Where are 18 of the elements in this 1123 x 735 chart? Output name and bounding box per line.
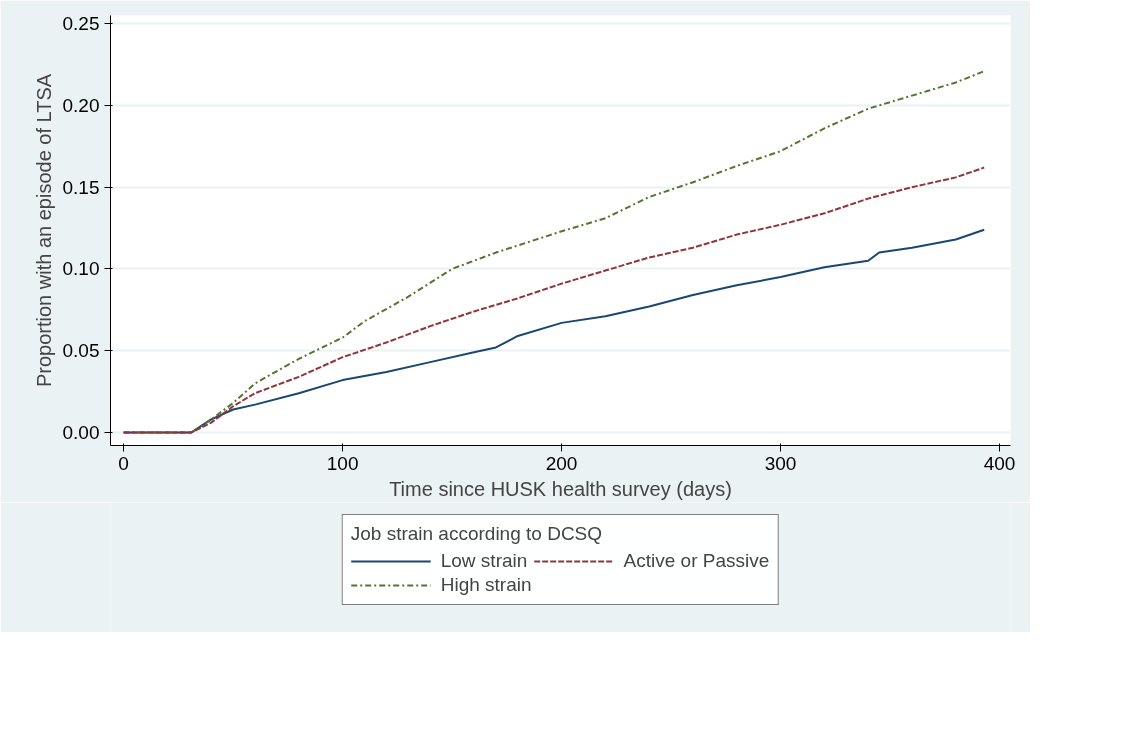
x-tick-label: 100 bbox=[326, 452, 359, 474]
y-tick-label: 0.15 bbox=[62, 176, 100, 198]
line-series bbox=[122, 166, 986, 434]
y-tick-label: 0.05 bbox=[62, 340, 100, 362]
legend-label: Active or Passive bbox=[623, 550, 770, 572]
legend-title: Job strain according to DCSQ bbox=[350, 523, 604, 545]
legend-label: Low strain bbox=[440, 550, 528, 572]
legend-label: High strain bbox=[440, 574, 532, 596]
y-tick-label: 0.10 bbox=[62, 258, 100, 280]
y-tick-label: 0.00 bbox=[62, 421, 100, 443]
x-tick-label: 200 bbox=[545, 452, 578, 474]
x-tick-label: 400 bbox=[983, 452, 1016, 474]
x-tick-label: 0 bbox=[118, 452, 129, 474]
y-axis-title: Proportion with an episode of LTSA bbox=[32, 73, 55, 388]
y-tick-label: 0.25 bbox=[62, 13, 100, 35]
y-tick-label: 0.20 bbox=[62, 94, 100, 116]
x-tick-label: 300 bbox=[764, 452, 797, 474]
x-axis-title: Time since HUSK health survey (days) bbox=[389, 477, 732, 500]
